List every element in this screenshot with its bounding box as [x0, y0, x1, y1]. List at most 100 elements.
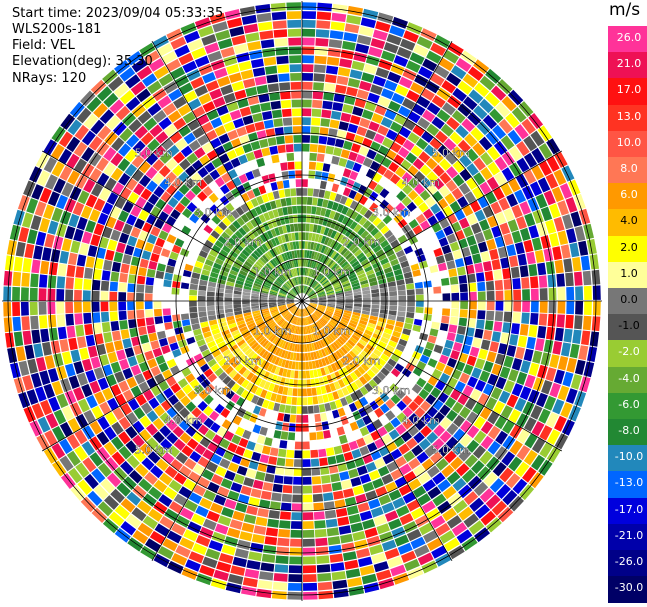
velocity-cell: [393, 378, 404, 389]
velocity-cell: [288, 378, 294, 387]
velocity-cell: [39, 187, 52, 203]
velocity-cell: [109, 99, 125, 114]
velocity-cell: [432, 399, 444, 411]
velocity-cell: [299, 258, 302, 267]
velocity-cell: [193, 240, 203, 250]
velocity-cell: [295, 423, 302, 432]
velocity-cell: [331, 279, 340, 286]
velocity-cell: [368, 277, 377, 283]
velocity-cell: [452, 342, 463, 352]
velocity-cell: [165, 265, 175, 274]
velocity-cell: [110, 167, 124, 181]
velocity-cell: [180, 282, 190, 290]
velocity-cell: [217, 515, 232, 527]
velocity-cell: [160, 438, 173, 451]
velocity-cell: [575, 301, 584, 315]
velocity-cell: [174, 44, 190, 58]
velocity-cell: [189, 283, 198, 290]
velocity-cell: [286, 302, 295, 305]
velocity-cell: [72, 201, 85, 216]
velocity-cell: [67, 170, 80, 185]
velocity-cell: [410, 330, 420, 339]
velocity-cell: [363, 297, 371, 301]
velocity-cell: [171, 553, 188, 566]
velocity-cell: [446, 409, 458, 422]
range-label: 2.0 km: [224, 354, 262, 367]
velocity-cell: [178, 184, 190, 195]
velocity-cell: [152, 159, 165, 172]
velocity-cell: [303, 285, 306, 294]
velocity-cell: [155, 355, 166, 365]
velocity-cell: [354, 539, 368, 550]
velocity-cell: [396, 412, 408, 423]
velocity-cell: [349, 170, 359, 181]
velocity-cell: [238, 227, 247, 236]
velocity-cell: [435, 130, 448, 144]
velocity-cell: [276, 457, 286, 467]
velocity-cell: [420, 425, 432, 438]
range-label: 1.0 km: [313, 265, 351, 278]
velocity-cell: [173, 274, 182, 282]
velocity-cell: [206, 291, 215, 297]
velocity-cell: [168, 110, 182, 123]
velocity-cell: [261, 147, 271, 157]
velocity-cell: [390, 394, 401, 405]
velocity-cell: [64, 225, 76, 240]
velocity-cell: [286, 303, 295, 306]
velocity-cell: [30, 315, 39, 330]
velocity-cell: [195, 535, 211, 547]
velocity-cell: [298, 285, 301, 294]
velocity-cell: [357, 273, 366, 279]
velocity-cell: [386, 33, 402, 46]
velocity-cell: [275, 421, 283, 430]
velocity-cell: [539, 442, 554, 458]
velocity-cell: [286, 11, 301, 20]
velocity-cell: [416, 294, 424, 301]
velocity-cell: [191, 47, 207, 60]
velocity-cell: [430, 515, 446, 529]
velocity-cell: [302, 99, 312, 108]
velocity-cell: [81, 231, 93, 244]
velocity-cell: [229, 250, 239, 259]
velocity-cell: [210, 324, 219, 331]
velocity-cell: [329, 428, 339, 438]
velocity-cell: [162, 538, 178, 552]
velocity-cell: [275, 394, 282, 403]
velocity-cell: [306, 250, 310, 259]
velocity-cell: [215, 292, 224, 297]
velocity-cell: [184, 458, 197, 470]
velocity-cell: [311, 117, 321, 126]
velocity-cell: [486, 517, 502, 533]
velocity-cell: [302, 250, 305, 258]
velocity-cell: [39, 217, 50, 233]
velocity-cell: [309, 269, 314, 277]
velocity-cell: [380, 239, 390, 249]
velocity-cell: [184, 499, 198, 512]
velocity-cell: [293, 468, 302, 476]
velocity-cell: [292, 117, 302, 126]
velocity-cell: [128, 470, 143, 484]
velocity-cell: [384, 79, 398, 92]
velocity-cell: [297, 258, 301, 267]
velocity-cell: [251, 307, 260, 312]
velocity-cell: [288, 251, 293, 260]
velocity-cell: [214, 367, 224, 377]
velocity-cell: [322, 316, 329, 322]
velocity-cell: [144, 471, 158, 485]
velocity-cell: [247, 274, 256, 280]
velocity-cell: [277, 318, 284, 325]
velocity-cell: [64, 363, 76, 377]
velocity-cell: [506, 244, 517, 257]
velocity-cell: [294, 450, 302, 459]
velocity-cell: [309, 315, 315, 323]
velocity-cell: [270, 238, 277, 247]
velocity-cell: [252, 479, 264, 490]
velocity-cell: [270, 324, 278, 331]
velocity-cell: [462, 204, 474, 217]
velocity-cell: [214, 176, 225, 188]
velocity-cell: [327, 294, 335, 297]
velocity-cell: [311, 281, 318, 288]
velocity-cell: [209, 88, 223, 100]
velocity-cell: [295, 317, 299, 325]
velocity-cell: [437, 198, 449, 210]
